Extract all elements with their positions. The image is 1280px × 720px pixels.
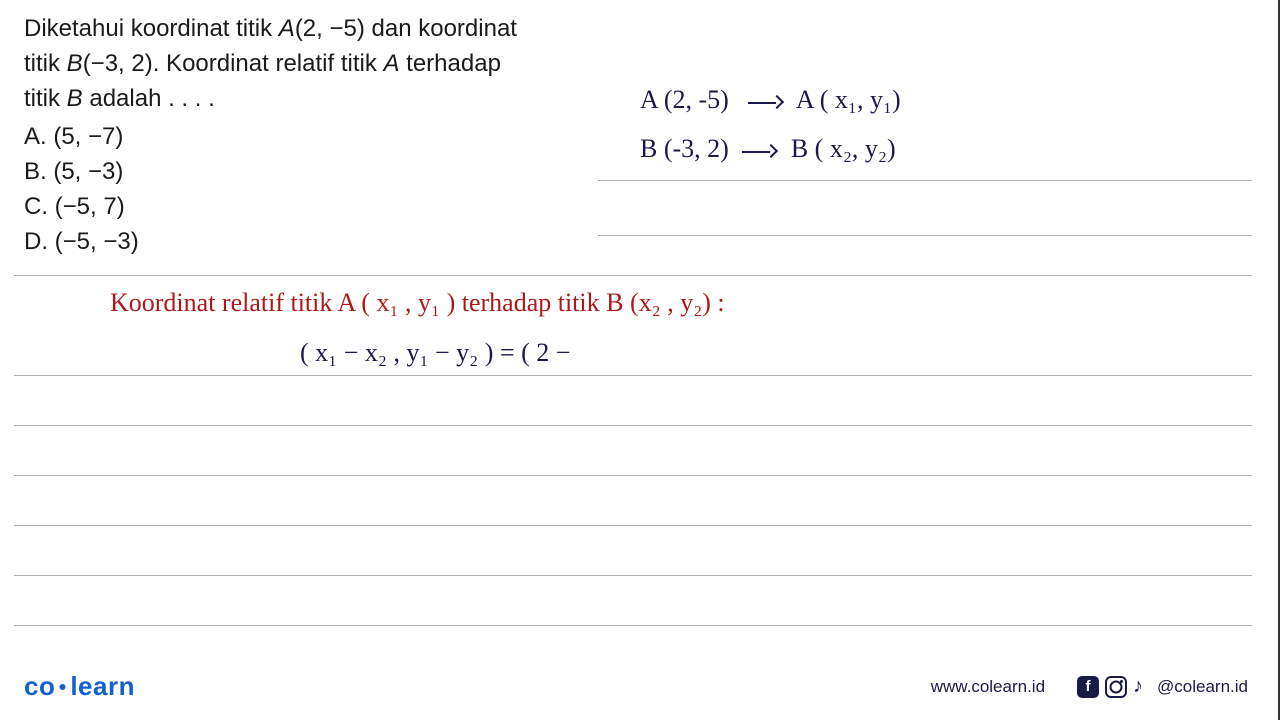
problem-line2-pre: titik — [24, 50, 67, 77]
hw-B-vars: B ( x₂, y₂) — [791, 134, 896, 163]
footer: co●learn www.colearn.id f ♪ @colearn.id — [24, 671, 1248, 702]
problem-B: B — [67, 50, 83, 77]
solution-title: Koordinat relatif titik A ( x₁ , y₁ ) te… — [110, 288, 725, 318]
rule-line — [14, 575, 1252, 576]
problem-line1-Acoord: (2, −5) dan koordinat — [295, 15, 517, 42]
problem-line3-pre: titik — [24, 85, 67, 112]
option-B: B. (5, −3) — [24, 155, 544, 190]
option-C: C. (−5, 7) — [24, 190, 544, 225]
rule-line — [14, 425, 1252, 426]
problem-area: Diketahui koordinat titik A(2, −5) dan k… — [24, 12, 1254, 260]
hw-A-vars: A ( x₁, y₁) — [796, 85, 901, 114]
options-list: A. (5, −7) B. (5, −3) C. (−5, 7) D. (−5,… — [24, 120, 544, 259]
logo-dot-icon: ● — [58, 678, 67, 694]
footer-right: www.colearn.id f ♪ @colearn.id — [931, 675, 1248, 698]
hw-B-coord: B (-3, 2) — [640, 134, 729, 163]
problem-A2: A — [383, 50, 399, 77]
page-container: Diketahui koordinat titik A(2, −5) dan k… — [0, 0, 1280, 720]
rule-line — [598, 235, 1252, 236]
hw-A-coord: A (2, -5) — [640, 85, 729, 114]
footer-url: www.colearn.id — [931, 677, 1045, 697]
hw-map-line1: A (2, -5) A ( x₁, y₁) — [640, 75, 901, 124]
problem-line1-pre: Diketahui koordinat titik — [24, 15, 279, 42]
footer-handle: @colearn.id — [1157, 677, 1248, 697]
rule-line — [14, 375, 1252, 376]
problem-line2-post: terhadap — [400, 50, 501, 77]
rule-line — [14, 475, 1252, 476]
handwriting-mapping: A (2, -5) A ( x₁, y₁) B (-3, 2) B ( x₂, … — [640, 75, 901, 174]
brand-logo: co●learn — [24, 671, 135, 702]
tiktok-icon: ♪ — [1133, 675, 1143, 698]
problem-text: Diketahui koordinat titik A(2, −5) dan k… — [24, 12, 544, 260]
rule-line — [598, 180, 1252, 181]
facebook-icon: f — [1077, 676, 1099, 698]
rule-line — [14, 525, 1252, 526]
logo-co: co — [24, 671, 55, 701]
problem-B2: B — [67, 85, 83, 112]
rule-line — [14, 625, 1252, 626]
solution-calculation: ( x₁ − x₂ , y₁ − y₂ ) = ( 2 − — [300, 338, 570, 368]
logo-learn: learn — [70, 671, 135, 701]
instagram-icon — [1105, 676, 1127, 698]
problem-line3-post: adalah . . . . — [83, 85, 215, 112]
rule-line — [14, 275, 1252, 276]
social-icons: f ♪ — [1077, 675, 1143, 698]
hw-map-line2: B (-3, 2) B ( x₂, y₂) — [640, 124, 901, 173]
option-D: D. (−5, −3) — [24, 225, 544, 260]
option-A: A. (5, −7) — [24, 120, 544, 155]
problem-line2-Bcoord: (−3, 2). Koordinat relatif titik — [83, 50, 384, 77]
problem-A: A — [279, 15, 295, 42]
